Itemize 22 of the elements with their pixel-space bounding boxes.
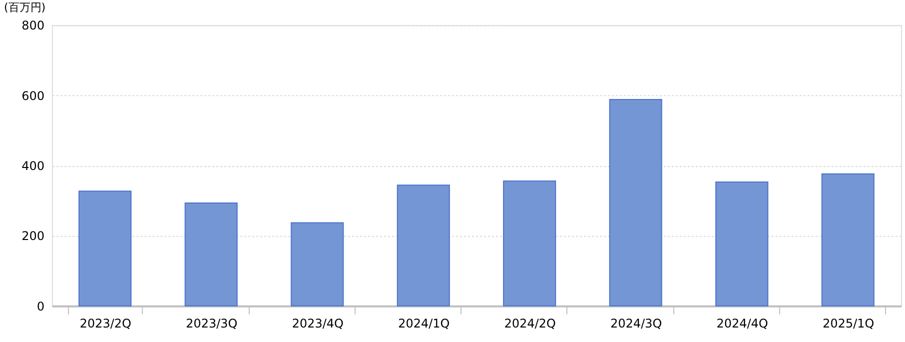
y-tick-label: 0 (36, 299, 44, 314)
bar (184, 202, 238, 306)
y-tick-label: 800 (22, 18, 44, 33)
y-tick-label: 200 (22, 229, 44, 244)
y-tick-label: 400 (22, 158, 44, 173)
y-tick-label: 600 (22, 88, 44, 103)
bar (609, 99, 662, 306)
x-tick-label: 2023/2Q (80, 316, 132, 330)
bar (821, 173, 874, 306)
bar (396, 184, 450, 306)
x-tick-label: 2024/3Q (610, 316, 662, 330)
x-tick-label: 2025/1Q (822, 316, 874, 330)
bar (715, 181, 768, 306)
bar (503, 180, 556, 306)
x-tick-label: 2023/4Q (292, 316, 344, 330)
bar (290, 222, 344, 306)
x-tick-label: 2023/3Q (186, 316, 238, 330)
bar (78, 190, 132, 306)
x-tick-label: 2024/4Q (716, 316, 768, 330)
y-axis-title: (百万円) (4, 1, 46, 14)
x-tick-label: 2024/1Q (398, 316, 450, 330)
x-tick-label: 2024/2Q (504, 316, 556, 330)
